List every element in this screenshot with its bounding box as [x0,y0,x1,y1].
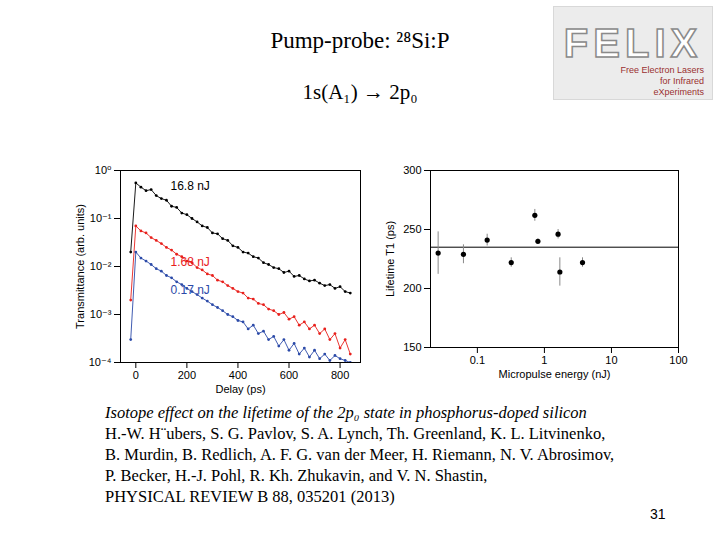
svg-text:Delay (ps): Delay (ps) [215,383,265,395]
html-text:31: 31 [650,506,666,522]
svg-text:10⁻⁴: 10⁻⁴ [89,356,112,368]
svg-text:1: 1 [541,354,547,366]
svg-text:200: 200 [403,282,421,294]
svg-text:Micropulse energy (nJ): Micropulse energy (nJ) [499,368,611,380]
svg-text:250: 250 [403,223,421,235]
html-text:FELIX: FELIX [563,21,703,65]
svg-text:600: 600 [280,369,298,381]
svg-text:10⁻²: 10⁻² [90,260,112,272]
svg-text:Transmittance (arb. units): Transmittance (arb. units) [74,204,86,329]
html-text:1s(A₁) → 2p₀: 1s(A₁) → 2p₀ [302,80,418,104]
svg-text:10⁻¹: 10⁻¹ [90,212,112,224]
svg-text:400: 400 [229,369,247,381]
svg-text:150: 150 [403,341,421,353]
html-text:Free Electron Lasers for Infra: Free Electron Lasers for Infrared eXperi… [620,65,704,97]
svg-text:Lifetime T1 (ps): Lifetime T1 (ps) [384,221,396,297]
html-text:P. Becker, H.-J. Pohl, R. Kh.: P. Becker, H.-J. Pohl, R. Kh. Zhukavin, … [105,466,488,485]
svg-text:16.8 nJ: 16.8 nJ [170,179,209,193]
svg-text:0.1: 0.1 [470,354,485,366]
html-text:PHYSICAL REVIEW B 88, 035201 (: PHYSICAL REVIEW B 88, 035201 (2013) [105,487,395,506]
svg-text:10⁰: 10⁰ [95,164,112,176]
svg-text:0.17 nJ: 0.17 nJ [170,283,209,297]
svg-text:10: 10 [605,354,617,366]
html-text:H.-W. H¨ubers, S. G. Pavlov, S: H.-W. H¨ubers, S. G. Pavlov, S. A. Lynch… [105,424,606,443]
html-text:Isotope effect on the lifetime: Isotope effect on the lifetime of the 2p… [105,403,587,422]
svg-text:0: 0 [133,369,139,381]
svg-text:200: 200 [178,369,196,381]
svg-text:300: 300 [403,164,421,176]
html-text:B. Murdin, B. Redlich, A. F. G: B. Murdin, B. Redlich, A. F. G. van der … [105,445,615,464]
html-text:Pump-probe: ²⁸Si:P: Pump-probe: ²⁸Si:P [270,28,450,53]
svg-text:10⁻³: 10⁻³ [90,308,112,320]
svg-text:800: 800 [331,369,349,381]
svg-text:1.68 nJ: 1.68 nJ [170,255,209,269]
svg-text:100: 100 [669,354,687,366]
